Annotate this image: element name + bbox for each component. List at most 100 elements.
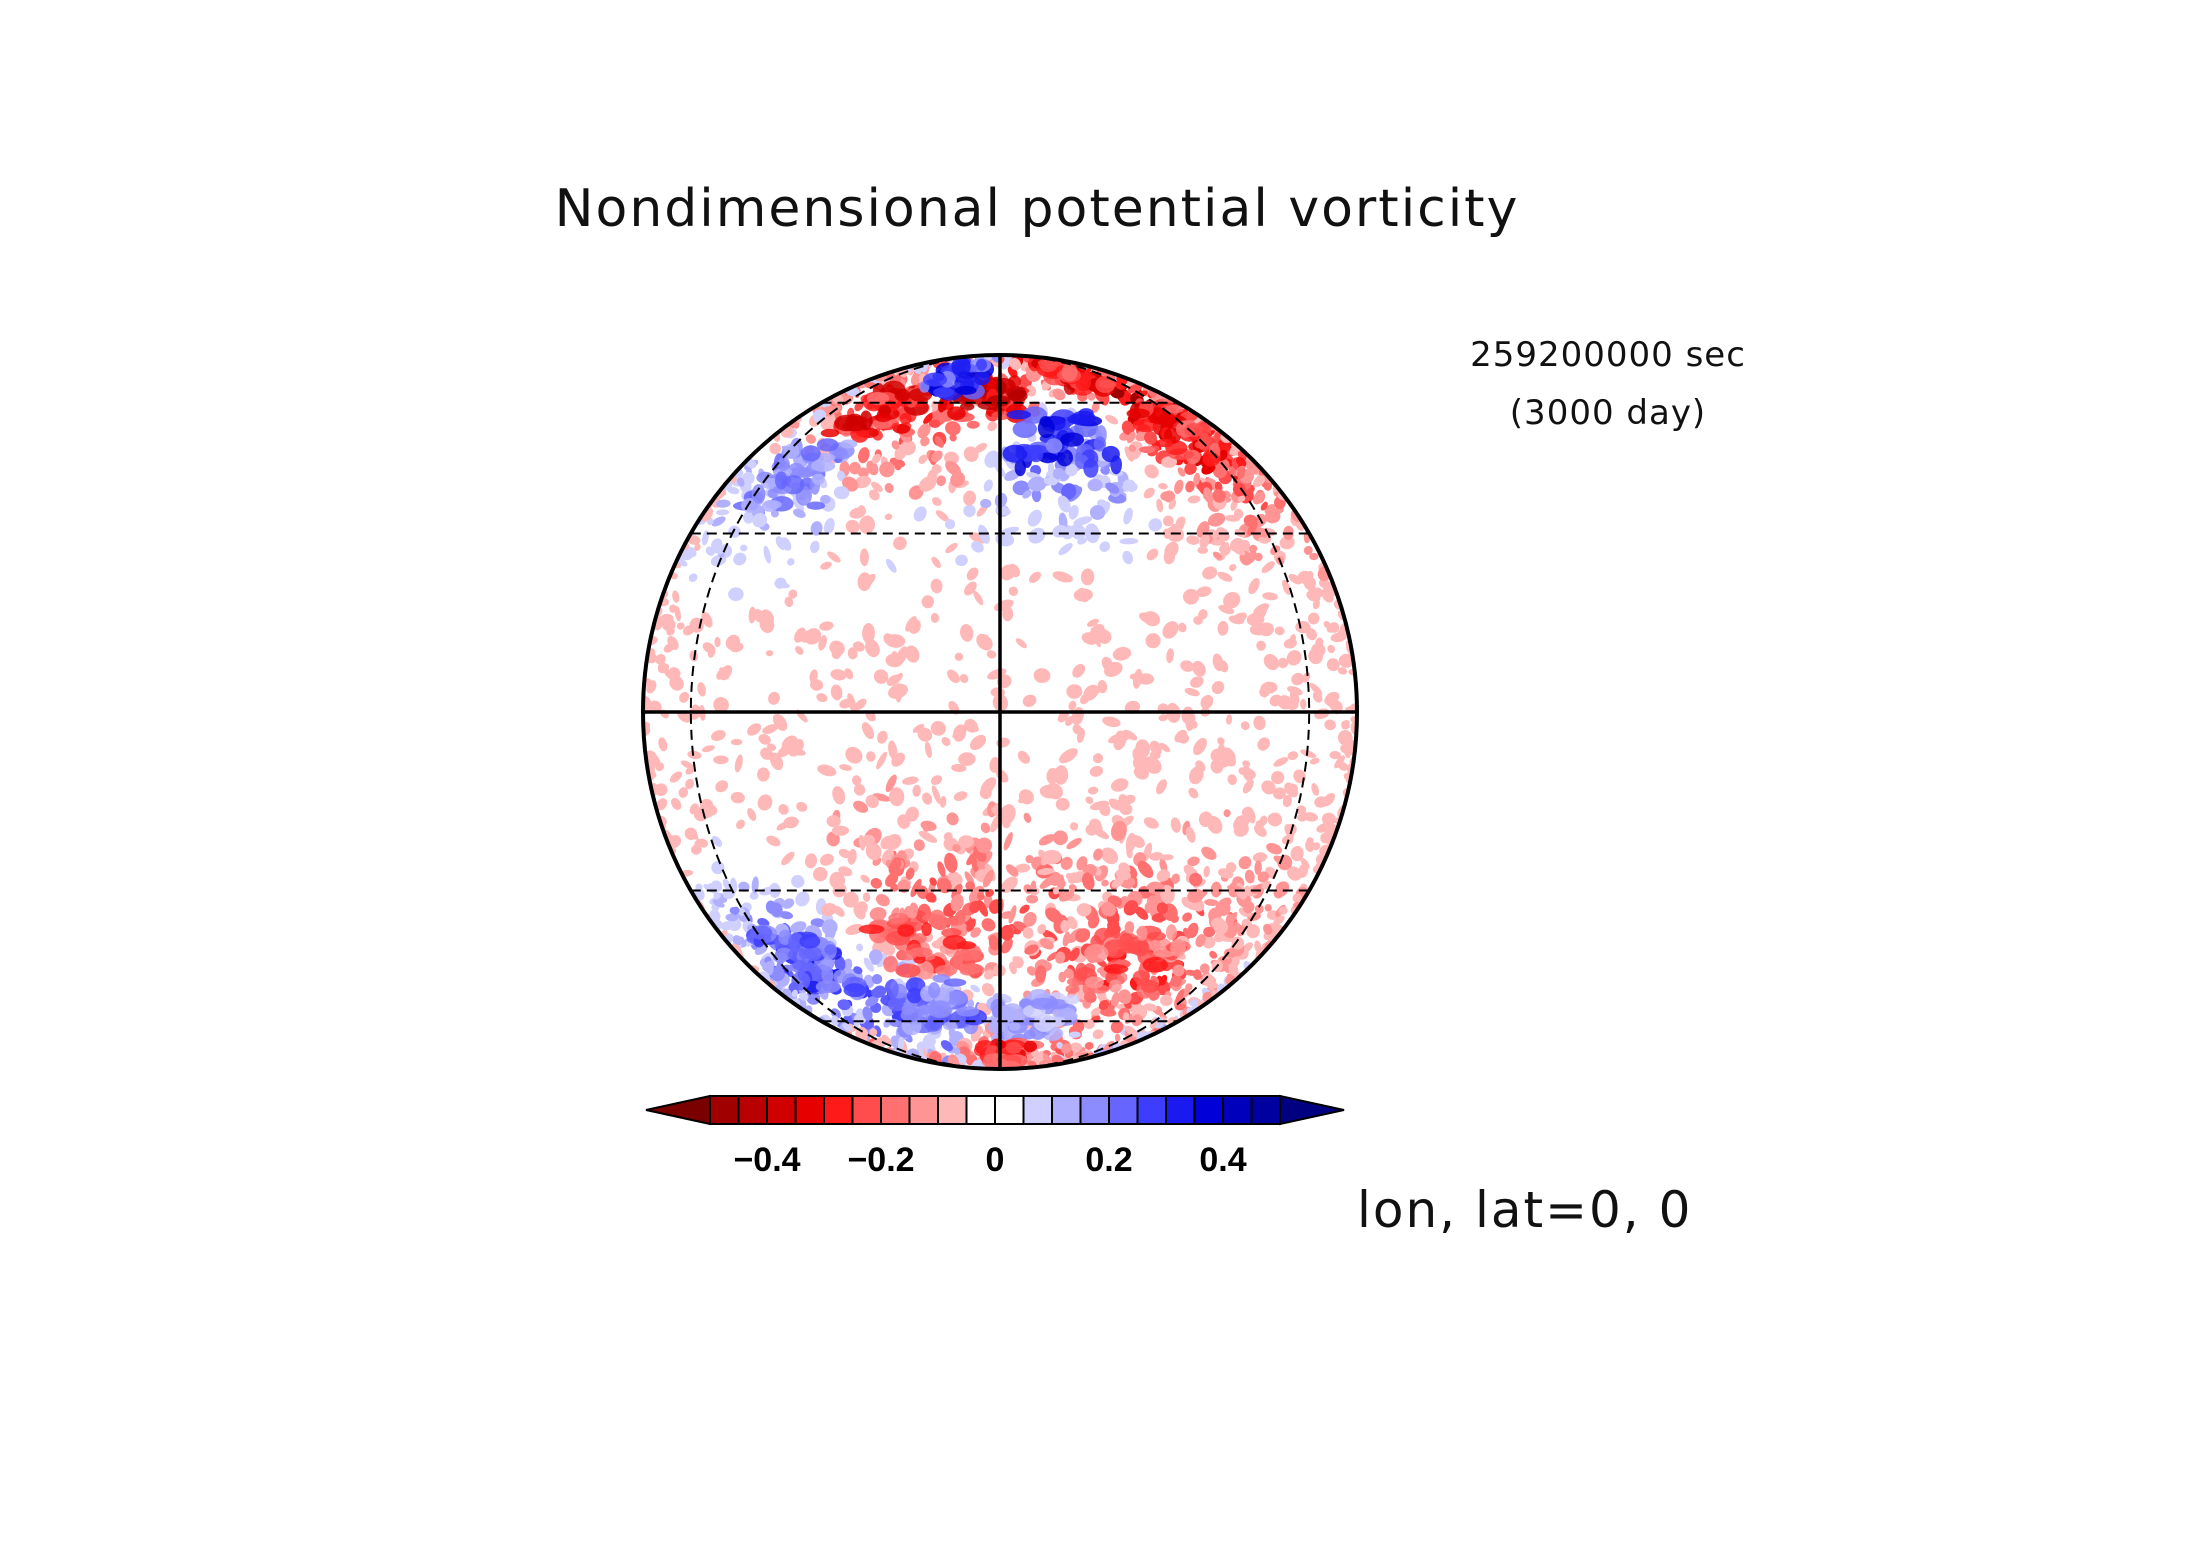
field-blob: [1081, 632, 1099, 645]
field-blob: [1143, 756, 1162, 774]
field-blob: [843, 891, 859, 908]
field-blob: [1334, 755, 1346, 769]
field-blob: [1289, 634, 1297, 644]
field-feature-blob: [840, 439, 858, 449]
colorbar-cell: [994, 1095, 1025, 1125]
field-blob: [830, 669, 847, 681]
field-feature-blob: [1000, 1003, 1024, 1022]
field-feature-blob: [816, 438, 839, 452]
colorbar-cell: [1250, 1095, 1281, 1125]
field-blob: [987, 421, 997, 432]
field-feature-blob: [788, 947, 808, 962]
field-blob: [768, 691, 780, 705]
field-blob: [838, 848, 852, 859]
field-feature-blob: [775, 471, 788, 490]
field-blob: [872, 985, 887, 998]
field-blob: [955, 554, 968, 567]
field-feature-blob: [1126, 408, 1150, 419]
field-blob: [716, 499, 731, 508]
field-blob: [1261, 780, 1276, 795]
field-feature-blob: [923, 372, 947, 387]
field-feature-blob: [777, 456, 790, 471]
field-blob: [1101, 847, 1119, 865]
field-blob: [876, 952, 888, 968]
field-blob: [682, 625, 695, 636]
field-blob: [1033, 668, 1051, 684]
field-blob: [1226, 714, 1233, 725]
field-blob: [969, 734, 987, 751]
field-blob: [1055, 797, 1070, 811]
field-blob: [1201, 846, 1217, 860]
time-sublabel: (3000 day): [1510, 393, 1706, 433]
field-blob: [1068, 505, 1079, 520]
field-blob: [853, 966, 863, 975]
field-blob: [861, 722, 875, 740]
field-blob: [1148, 518, 1163, 532]
field-blob: [1012, 956, 1021, 966]
field-blob: [1188, 787, 1199, 799]
field-blob: [820, 561, 832, 570]
field-feature-blob: [1083, 458, 1099, 478]
colorbar-cell: [937, 1095, 968, 1125]
field-blob: [981, 983, 995, 997]
field-blob: [1177, 467, 1186, 477]
field-blob: [710, 554, 727, 567]
field-feature-blob: [843, 983, 867, 998]
field-blob: [775, 536, 786, 551]
field-blob: [1073, 516, 1093, 526]
field-blob: [960, 624, 974, 642]
field-blob: [1146, 548, 1159, 561]
field-blob: [1324, 719, 1336, 731]
field-blob: [976, 633, 993, 651]
field-feature-blob: [824, 944, 837, 955]
field-blob: [1200, 694, 1214, 710]
field-blob: [1192, 969, 1202, 981]
field-blob: [810, 679, 824, 691]
field-blob: [1066, 684, 1083, 699]
field-blob: [912, 723, 925, 733]
colorbar-tick-label: 0.2: [1085, 1141, 1132, 1179]
field-blob: [1244, 869, 1255, 884]
field-feature-blob: [1075, 962, 1088, 982]
field-blob: [1217, 737, 1225, 745]
field-blob: [1092, 1029, 1104, 1040]
field-blob: [805, 434, 816, 444]
field-blob: [1242, 760, 1251, 768]
field-feature-blob: [1023, 1040, 1037, 1053]
field-blob: [1092, 753, 1104, 764]
field-blob: [1099, 541, 1111, 552]
colorbar-cell: [823, 1095, 854, 1125]
field-blob: [770, 509, 779, 518]
field-blob: [1089, 765, 1104, 777]
colorbar-cell: [1193, 1095, 1224, 1125]
colorbar-extend-high: [1279, 1094, 1345, 1126]
field-blob: [1337, 667, 1348, 675]
field-blob: [999, 804, 1016, 825]
field-blob: [1296, 805, 1307, 815]
chart-title: Nondimensional potential vorticity: [555, 179, 1520, 239]
field-blob: [866, 460, 879, 476]
field-blob: [853, 904, 866, 920]
field-blob: [1202, 566, 1218, 580]
field-feature-blob: [1132, 970, 1150, 984]
field-blob: [1220, 546, 1231, 557]
field-blob: [1158, 483, 1168, 490]
field-blob: [1101, 879, 1109, 887]
field-feature-blob: [1156, 438, 1173, 448]
field-feature-blob: [761, 500, 779, 512]
field-blob: [672, 590, 680, 603]
field-feature-blob: [987, 1022, 1006, 1034]
field-blob: [966, 918, 976, 932]
field-blob: [1203, 926, 1216, 938]
field-blob: [689, 829, 699, 840]
field-feature-blob: [943, 978, 967, 987]
field-feature-blob: [815, 980, 841, 994]
field-blob: [818, 635, 827, 651]
field-blob: [1143, 611, 1160, 627]
field-blob: [679, 691, 690, 703]
field-blob: [765, 650, 774, 657]
field-blob: [986, 650, 997, 659]
field-blob: [1178, 622, 1187, 633]
field-blob: [795, 646, 804, 655]
field-feature-blob: [783, 443, 800, 459]
